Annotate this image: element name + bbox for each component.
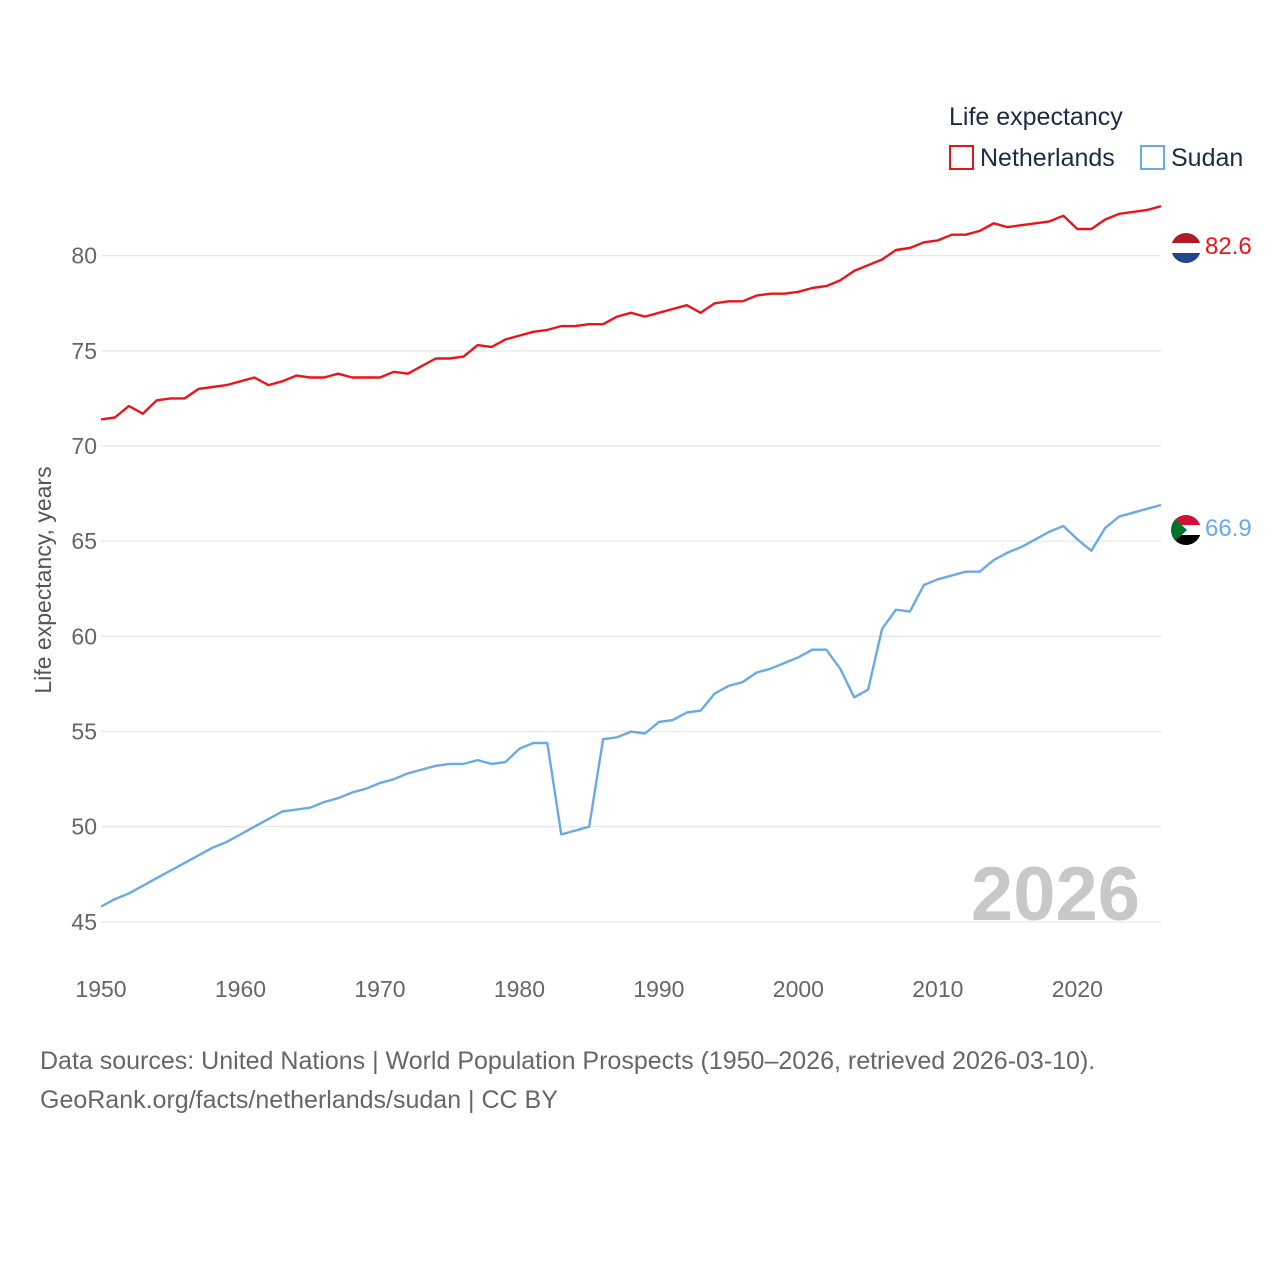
series-line-netherlands[interactable]	[100, 205, 1162, 421]
y-tick-label-75: 75	[71, 338, 97, 364]
end-value-label-netherlands: 82.6	[1205, 233, 1252, 260]
legend: Life expectancy Netherlands Sudan	[949, 103, 1243, 172]
legend-item-sudan[interactable]: Sudan	[1140, 144, 1243, 172]
x-tick-label-2020: 2020	[1052, 976, 1103, 1002]
x-tick-label-2010: 2010	[912, 976, 963, 1002]
y-tick-label-70: 70	[71, 433, 97, 459]
y-axis-label: Life expectancy, years	[30, 466, 56, 693]
y-tick-label-65: 65	[71, 528, 97, 554]
series-lines	[100, 205, 1162, 908]
x-tick-label-1950: 1950	[75, 976, 126, 1002]
legend-label-netherlands: Netherlands	[980, 144, 1115, 172]
y-axis-ticks: 45 50 55 60 65 70 75 80	[71, 243, 97, 935]
source-line-2: GeoRank.org/facts/netherlands/sudan | CC…	[40, 1086, 558, 1114]
y-tick-label-60: 60	[71, 623, 97, 649]
x-tick-label-1970: 1970	[354, 976, 405, 1002]
legend-title: Life expectancy	[949, 103, 1123, 131]
x-tick-label-1990: 1990	[633, 976, 684, 1002]
x-tick-label-1960: 1960	[215, 976, 266, 1002]
gridlines	[101, 255, 1161, 923]
y-tick-label-55: 55	[71, 719, 97, 745]
x-tick-label-2000: 2000	[773, 976, 824, 1002]
current-year-watermark: 2026	[971, 852, 1140, 937]
source-line-1: Data sources: United Nations | World Pop…	[40, 1047, 1096, 1075]
legend-swatch-netherlands	[949, 145, 974, 170]
legend-item-netherlands[interactable]: Netherlands	[949, 144, 1115, 172]
y-tick-label-50: 50	[71, 814, 97, 840]
source-note: Data sources: United Nations | World Pop…	[40, 1042, 1240, 1120]
y-tick-label-80: 80	[71, 243, 97, 269]
sudan-flag-icon	[1171, 515, 1201, 545]
end-value-label-sudan: 66.9	[1205, 515, 1252, 542]
x-axis-ticks: 1950 1960 1970 1980 1990 2000 2010 2020	[75, 976, 1102, 1002]
x-tick-label-1980: 1980	[494, 976, 545, 1002]
legend-swatch-sudan	[1140, 145, 1165, 170]
netherlands-flag-icon	[1171, 233, 1201, 263]
y-tick-label-45: 45	[71, 909, 97, 935]
series-line-sudan[interactable]	[100, 503, 1162, 908]
legend-label-sudan: Sudan	[1171, 144, 1243, 172]
